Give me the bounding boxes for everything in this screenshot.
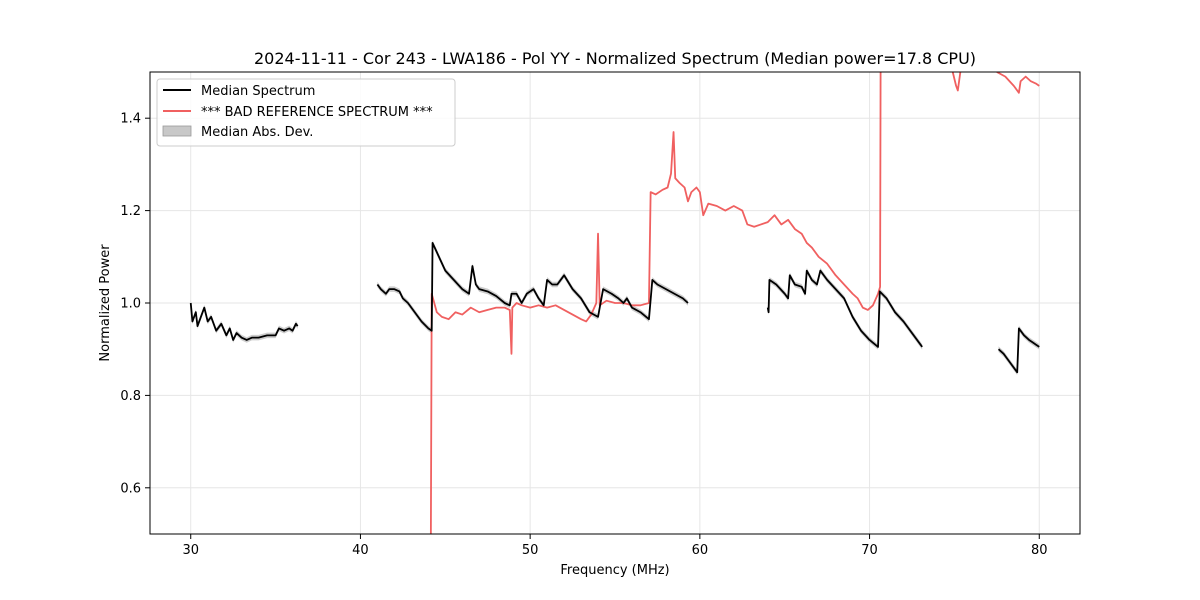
x-tick-label: 60 (692, 543, 709, 558)
y-tick-label: 1.0 (120, 297, 141, 312)
mad-band (190, 300, 298, 343)
x-axis-label: Frequency (MHz) (560, 563, 669, 578)
x-tick-label: 70 (861, 543, 878, 558)
median-spectrum-line (997, 327, 1040, 374)
bad-reference-line (951, 72, 962, 92)
bad-reference-line (429, 72, 882, 534)
mad-band (767, 267, 923, 350)
y-axis-label: Normalized Power (98, 244, 113, 362)
median-spectrum-line (189, 302, 299, 341)
mad-band (377, 240, 688, 334)
median-spectrum-line (376, 242, 689, 332)
legend: Median Spectrum *** BAD REFERENCE SPECTR… (156, 78, 456, 147)
axis-ticks: 30 40 50 60 70 80 0.6 0.8 1.0 1.2 1.4 (120, 112, 1047, 558)
y-tick-label: 0.6 (120, 481, 141, 496)
x-tick-label: 50 (522, 543, 539, 558)
median-spectrum-line (766, 269, 923, 348)
mad-band (998, 325, 1040, 376)
series-layer (189, 72, 1040, 534)
legend-median-label: Median Spectrum (201, 84, 315, 99)
legend-badref-label: *** BAD REFERENCE SPECTRUM *** (201, 105, 433, 120)
x-tick-label: 40 (352, 543, 369, 558)
legend-box (156, 78, 456, 147)
x-tick-label: 80 (1031, 543, 1048, 558)
x-tick-label: 30 (182, 543, 199, 558)
mad-band-layer (190, 240, 1040, 376)
chart-title: 2024-11-11 - Cor 243 - LWA186 - Pol YY -… (254, 49, 976, 68)
y-tick-label: 0.8 (120, 389, 141, 404)
legend-mad-label: Median Abs. Dev. (201, 125, 313, 140)
y-tick-label: 1.4 (120, 112, 141, 127)
bad-reference-line (996, 72, 1040, 94)
y-tick-label: 1.2 (120, 204, 141, 219)
legend-mad-swatch (162, 125, 192, 137)
